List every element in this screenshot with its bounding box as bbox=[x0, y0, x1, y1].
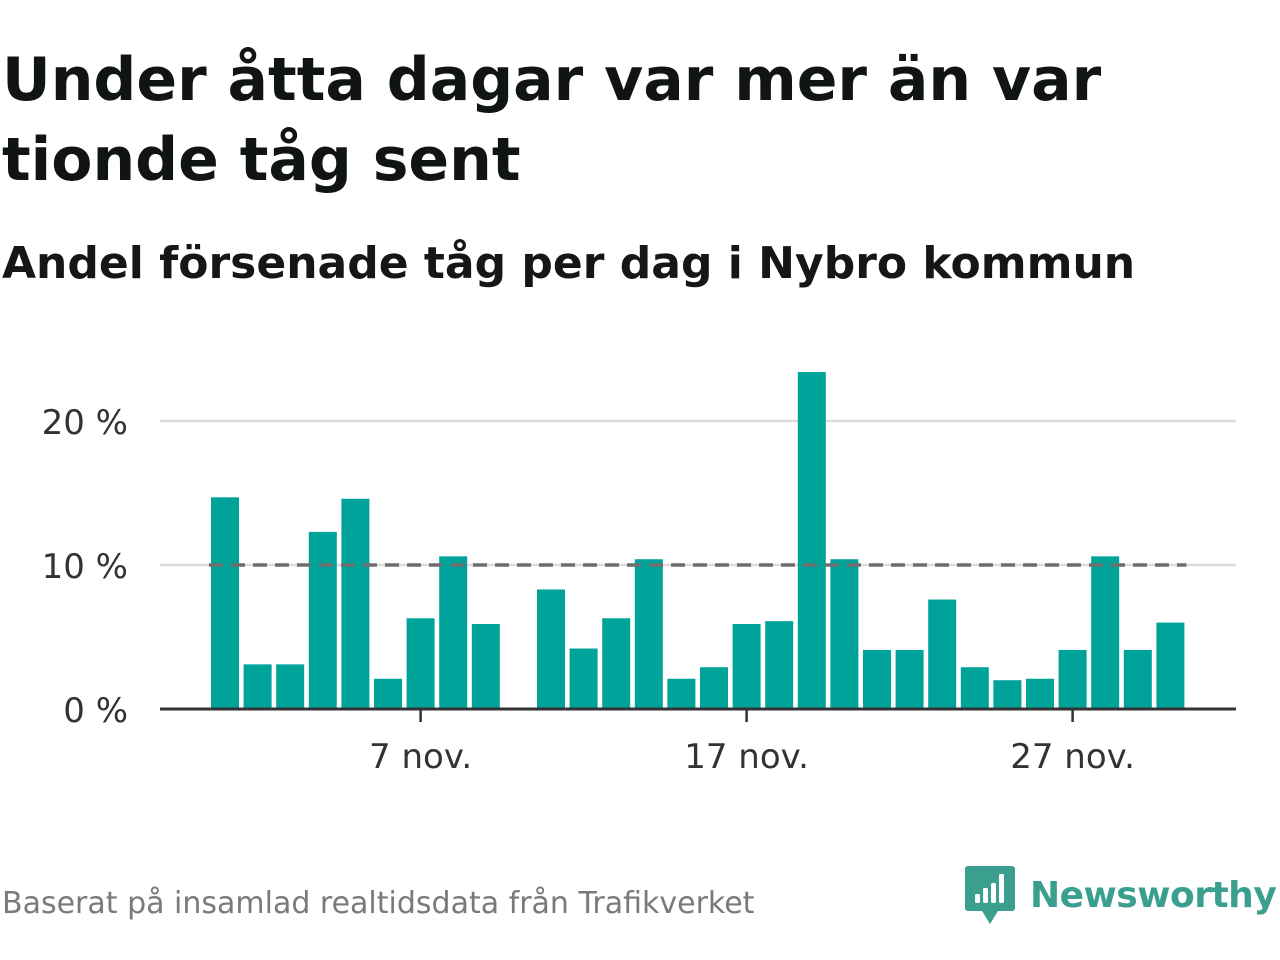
brand[interactable]: Newsworthy bbox=[964, 864, 1277, 926]
bar bbox=[1156, 622, 1185, 709]
bar-chart: 0 % 10 % 20 % 7 nov. 17 nov. 27 nov. bbox=[42, 372, 1236, 777]
bar bbox=[211, 497, 239, 709]
bar bbox=[341, 498, 370, 709]
bar bbox=[960, 667, 989, 709]
x-tick-label: 17 nov. bbox=[684, 737, 809, 777]
brand-name: Newsworthy bbox=[1030, 874, 1277, 916]
bar bbox=[634, 559, 663, 709]
newsworthy-logo-icon bbox=[965, 866, 1015, 924]
bar bbox=[406, 618, 435, 709]
bar bbox=[1091, 556, 1120, 709]
bar bbox=[439, 556, 468, 709]
y-tick-label: 20 % bbox=[42, 403, 128, 443]
chart-title: Under åtta dagar var mer än var tionde t… bbox=[2, 45, 1102, 195]
bar bbox=[765, 621, 794, 709]
bar bbox=[667, 678, 696, 709]
y-tick-label: 0 % bbox=[63, 691, 128, 731]
source-note: Baserat på insamlad realtidsdata från Tr… bbox=[2, 886, 755, 921]
bar bbox=[863, 649, 891, 709]
y-axis-ticks: 0 % 10 % 20 % bbox=[42, 403, 128, 731]
bar bbox=[1026, 678, 1054, 709]
bar bbox=[243, 664, 272, 709]
bar bbox=[993, 680, 1022, 709]
bar bbox=[700, 667, 728, 709]
bar bbox=[1123, 649, 1152, 709]
bar bbox=[471, 624, 500, 709]
bar bbox=[830, 559, 859, 709]
bar bbox=[895, 649, 924, 709]
x-axis-ticks: 7 nov. 17 nov. 27 nov. bbox=[369, 709, 1135, 777]
x-tick-label: 7 nov. bbox=[369, 737, 472, 777]
chart-subtitle: Andel försenade tåg per dag i Nybro komm… bbox=[2, 238, 1136, 289]
bar bbox=[569, 648, 598, 709]
bar bbox=[928, 599, 957, 709]
bar bbox=[374, 678, 402, 709]
x-tick-label: 27 nov. bbox=[1010, 737, 1135, 777]
bar bbox=[537, 589, 565, 709]
bar bbox=[308, 531, 337, 709]
bars bbox=[211, 372, 1185, 709]
bar bbox=[732, 624, 761, 709]
bar bbox=[276, 664, 305, 709]
bar bbox=[1058, 649, 1087, 709]
bar bbox=[797, 372, 826, 709]
y-tick-label: 10 % bbox=[42, 547, 128, 587]
bar bbox=[602, 618, 631, 709]
